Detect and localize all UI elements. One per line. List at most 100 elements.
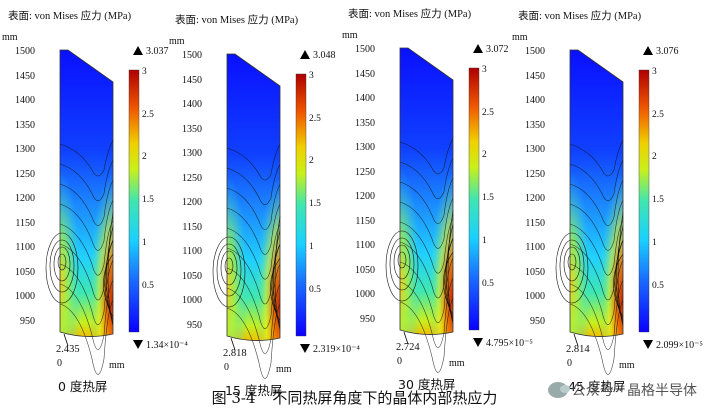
y-unit-label: mm	[169, 36, 185, 47]
contour-line	[59, 299, 114, 375]
y-tick-label: 1350	[525, 119, 545, 131]
crystal-outline	[226, 53, 281, 341]
colorbar	[638, 69, 650, 333]
y-tick-label: 1500	[355, 44, 375, 55]
y-tick-label: 1400	[355, 93, 375, 105]
y-tick-label: 1500	[15, 46, 35, 57]
y-tick-label: 950	[187, 320, 202, 331]
annotation-value: 2.818	[223, 348, 247, 359]
y-tick-label: 1250	[15, 168, 35, 180]
contour-loop	[559, 239, 585, 293]
y-tick-label: 1400	[15, 95, 35, 107]
max-triangle-icon	[300, 50, 310, 59]
y-tick-label: 1300	[15, 144, 35, 156]
y-tick-label: 950	[20, 316, 35, 327]
max-value-text: 3.072	[486, 44, 509, 55]
y-tick-label: 1450	[355, 68, 375, 80]
y-tick-label: 1250	[355, 166, 375, 178]
contour-loop	[567, 253, 577, 271]
colorbar-tick-label: 0.5	[482, 278, 494, 289]
colorbar-tick-label: 1	[309, 241, 314, 252]
contour-loop	[563, 246, 581, 282]
watermark-text: 公众号 · 晶格半导体	[571, 383, 697, 399]
colorbar-tick-label: 2	[142, 152, 147, 163]
y-tick-label: 1150	[525, 217, 545, 229]
annotation-arrow	[230, 337, 236, 351]
colorbar-tick-label: 0.5	[309, 284, 321, 295]
y-tick-label: 1350	[182, 123, 202, 135]
annotation-arrow	[573, 333, 579, 347]
y-tick-label: 1200	[182, 197, 202, 209]
contour-edge	[104, 239, 114, 321]
colorbar-tick-label: 1.5	[309, 199, 321, 210]
contour-edge	[103, 253, 114, 318]
figure-title: 不同热屏角度下的晶体内部热应力	[272, 389, 498, 407]
y-tick-label: 1000	[355, 289, 375, 301]
y-unit-label: mm	[342, 30, 358, 41]
contour-loop	[393, 244, 411, 280]
panel-caption: 45 度热屏	[568, 379, 626, 394]
colorbar-tick-label: 1.5	[652, 195, 664, 206]
y-tick-label: 1450	[15, 70, 35, 82]
min-value: 2.099×10⁻⁵	[643, 340, 703, 351]
colorbar	[128, 69, 140, 333]
min-value: 2.319×10⁻⁴	[300, 344, 360, 355]
max-value: 3.072	[473, 44, 509, 55]
hot-zone-left	[227, 54, 280, 341]
contour-line	[569, 179, 624, 226]
colorbar-tick-label: 2	[652, 152, 657, 163]
min-triangle-icon	[133, 340, 143, 349]
annotation-arrow	[403, 331, 409, 345]
max-value: 3.048	[300, 50, 336, 61]
contour-line	[59, 219, 114, 276]
max-value-text: 3.037	[146, 46, 169, 57]
colorbar-tick-label: 1	[142, 237, 147, 248]
max-value-text: 3.048	[313, 50, 336, 61]
min-value: 1.34×10⁻⁴	[133, 340, 188, 351]
crystal-stress-plot	[385, 47, 480, 373]
y-tick-label: 1300	[525, 144, 545, 156]
contour-loop	[385, 230, 419, 302]
contour-edge	[443, 251, 454, 316]
y-tick-label: 1150	[182, 221, 202, 233]
panel-title: 表面: von Mises 应力 (MPa)	[8, 11, 132, 22]
max-triangle-icon	[473, 44, 483, 53]
crystal-outline	[399, 47, 454, 335]
contour-loop	[224, 257, 234, 275]
colorbar-tick-label: 3	[652, 67, 657, 77]
colorbar-tick-label: 3	[309, 71, 314, 81]
max-value-text: 3.076	[656, 46, 679, 57]
y-tick-label: 1350	[355, 117, 375, 129]
colorbar-tick-label: 2.5	[482, 107, 494, 118]
colorbar-tick-label: 3	[142, 67, 147, 77]
contour-edge	[614, 239, 624, 321]
stress-panel: 表面: von Mises 应力 (MPa) mm 1500 1450 1400 1350…	[512, 0, 703, 394]
colorbar-tick-label: 2	[482, 150, 487, 161]
contour-line	[226, 203, 281, 255]
y-tick-label: 950	[360, 314, 375, 325]
colorbar-tick-label: 1.5	[482, 193, 494, 204]
colorbar-tick-label: 1	[482, 235, 487, 246]
y-tick-label: 1100	[525, 242, 545, 254]
y-tick-label: 1300	[355, 142, 375, 154]
contour-line	[59, 139, 114, 177]
colorbar-tick-label: 0.5	[142, 280, 154, 291]
y-tick-label: 1050	[525, 266, 545, 278]
y-tick-label: 1150	[355, 215, 375, 227]
contour-line	[399, 277, 454, 348]
annotation-arrow	[63, 333, 69, 347]
stress-panel: 表面: von Mises 应力 (MPa) mm 1500 1450 1400 1350…	[2, 0, 188, 394]
y-tick-label: 1100	[182, 246, 202, 258]
contour-edge	[270, 257, 281, 322]
y-unit-label: mm	[512, 32, 528, 43]
min-value-text: 2.319×10⁻⁴	[313, 344, 360, 355]
contour-line	[399, 297, 454, 373]
y-tick-label: 1400	[182, 99, 202, 111]
panel-title: 表面: von Mises 应力 (MPa)	[348, 9, 472, 20]
x-tick-label: 0	[224, 362, 229, 373]
contour-line	[569, 299, 624, 375]
x-unit-label: mm	[449, 358, 465, 369]
x-unit-label: mm	[109, 360, 125, 371]
colorbar	[295, 73, 307, 337]
x-tick-label: 0	[397, 356, 402, 367]
